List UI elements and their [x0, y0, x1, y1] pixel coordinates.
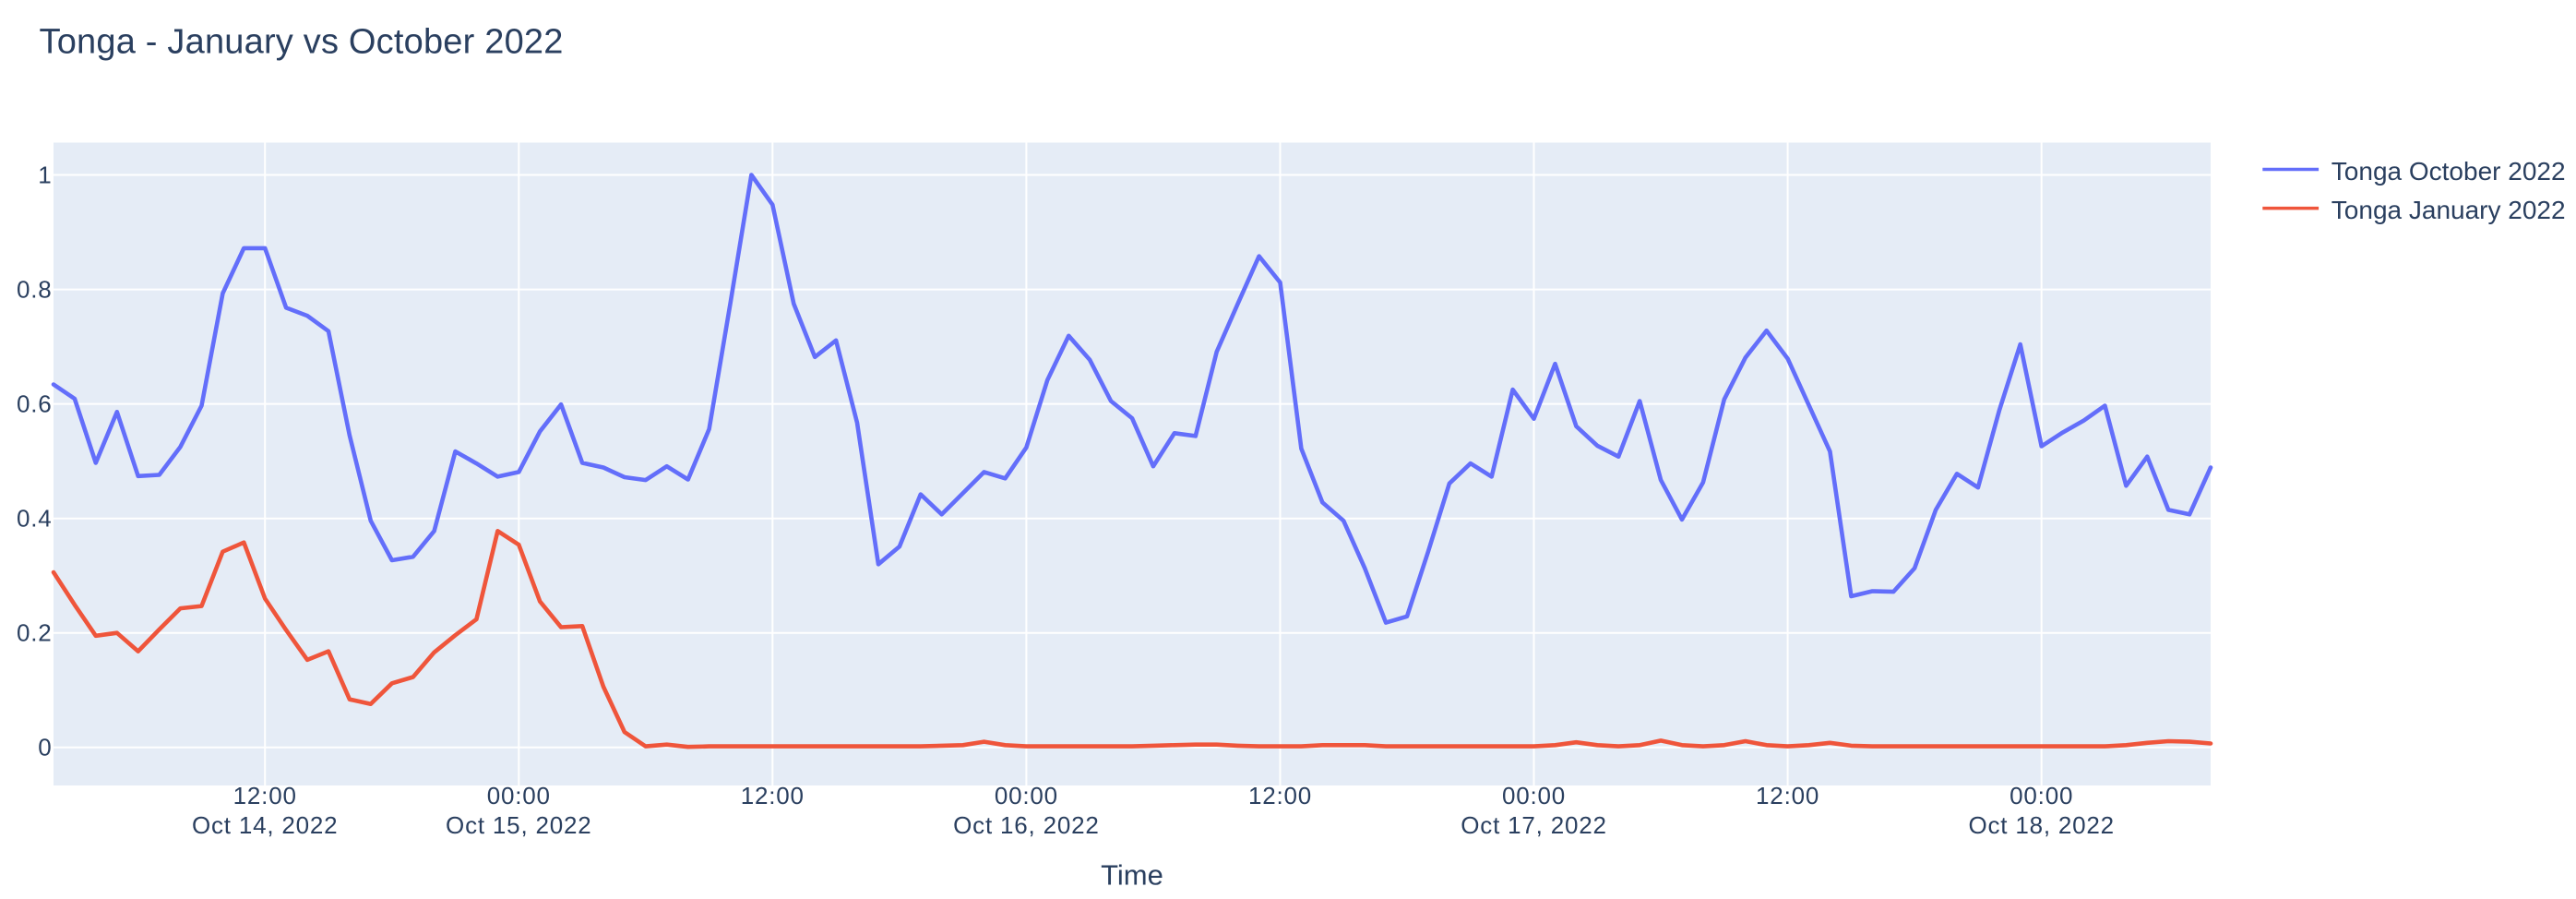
svg-text:Tonga October 2022: Tonga October 2022 — [2332, 157, 2566, 186]
svg-text:0: 0 — [38, 734, 52, 761]
svg-text:Oct 18, 2022: Oct 18, 2022 — [1968, 811, 2114, 839]
svg-text:Time: Time — [1101, 858, 1163, 891]
svg-text:00:00: 00:00 — [995, 782, 1058, 809]
svg-text:00:00: 00:00 — [1502, 782, 1566, 809]
svg-text:1: 1 — [38, 161, 52, 188]
svg-text:Tonga - January vs October 202: Tonga - January vs October 2022 — [40, 23, 564, 62]
svg-text:Oct 17, 2022: Oct 17, 2022 — [1461, 811, 1606, 839]
svg-text:Oct 16, 2022: Oct 16, 2022 — [953, 811, 1099, 839]
svg-text:Tonga January 2022: Tonga January 2022 — [2332, 196, 2566, 224]
svg-text:Oct 14, 2022: Oct 14, 2022 — [192, 811, 338, 839]
svg-text:12:00: 12:00 — [1756, 782, 1819, 809]
svg-text:0.4: 0.4 — [17, 505, 53, 533]
svg-text:12:00: 12:00 — [233, 782, 297, 809]
svg-text:0.2: 0.2 — [17, 619, 53, 647]
svg-text:12:00: 12:00 — [1248, 782, 1312, 809]
svg-text:00:00: 00:00 — [487, 782, 551, 809]
svg-text:00:00: 00:00 — [2010, 782, 2073, 809]
svg-text:0.8: 0.8 — [17, 275, 53, 303]
svg-text:0.6: 0.6 — [17, 390, 53, 417]
svg-text:12:00: 12:00 — [741, 782, 805, 809]
svg-text:Oct 15, 2022: Oct 15, 2022 — [446, 811, 591, 839]
